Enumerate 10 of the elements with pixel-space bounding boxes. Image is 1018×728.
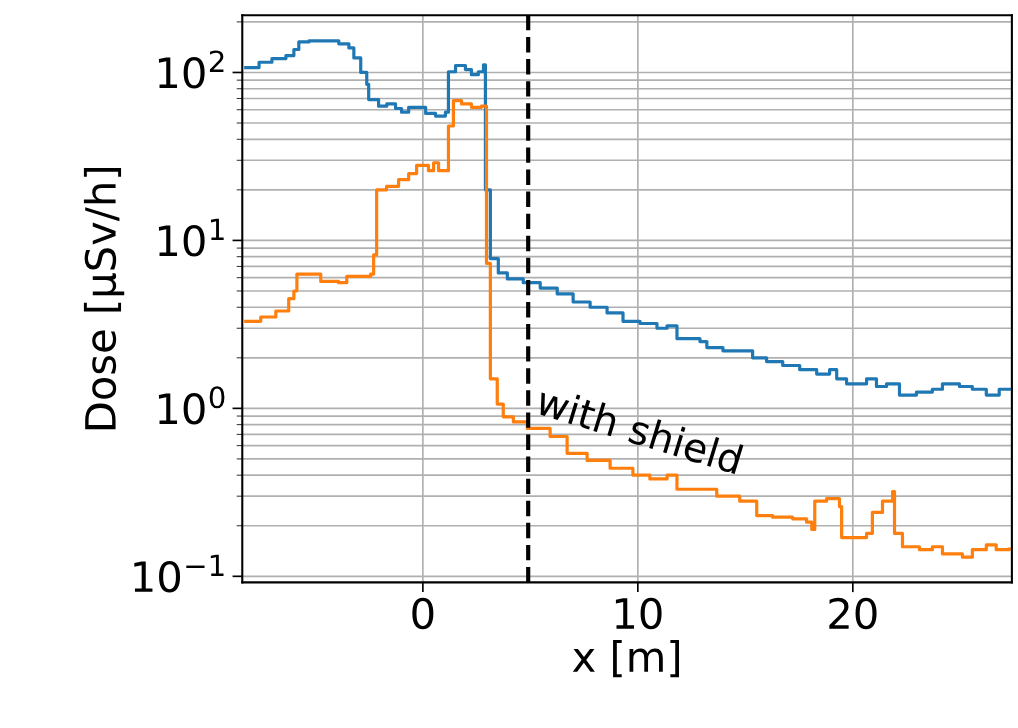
- y-tick-label: 10$^{1}$: [158, 218, 224, 257]
- x-tick-label: 0: [412, 597, 434, 630]
- y-tick-label: 10$^{2}$: [158, 50, 224, 89]
- x-tick-label: 10: [615, 597, 662, 630]
- x-axis-title: x [m]: [572, 640, 680, 678]
- y-tick-label: 10$^{0}$: [158, 386, 225, 425]
- x-tick-label: 20: [829, 597, 877, 630]
- y-axis-title: Dose [μSv/h]: [83, 168, 125, 430]
- y-tick-label: 10$^{−1}$: [134, 554, 224, 593]
- annotation: with shield: [535, 384, 744, 475]
